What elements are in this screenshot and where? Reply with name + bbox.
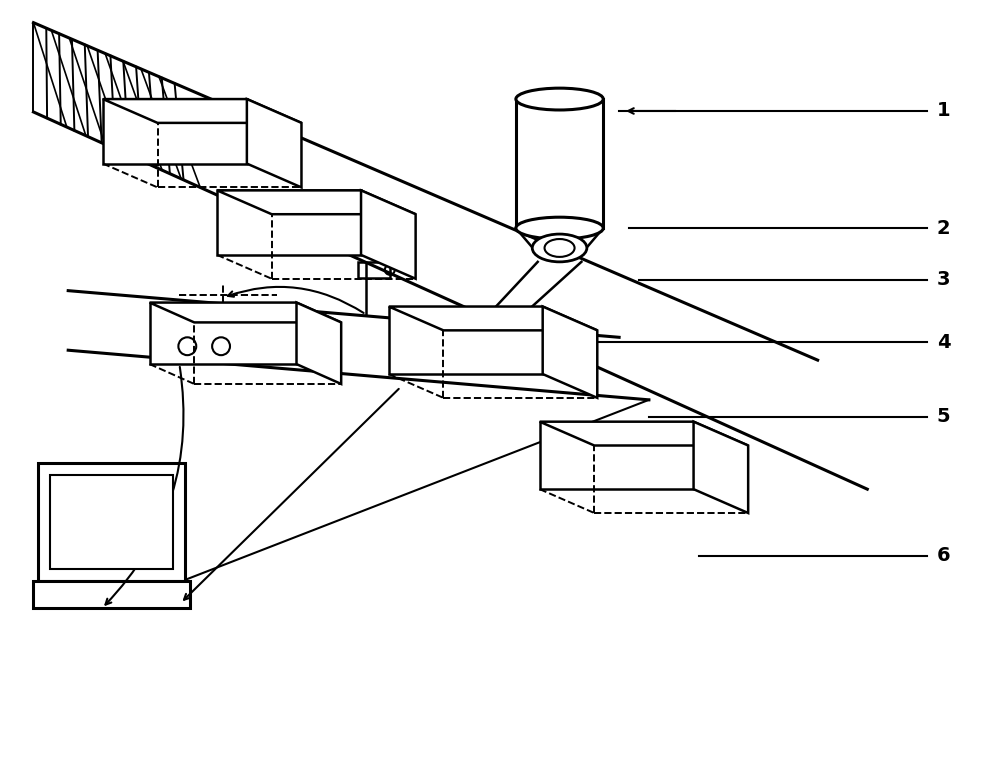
Bar <box>33 581 190 609</box>
Polygon shape <box>389 307 597 330</box>
Polygon shape <box>150 303 341 322</box>
Ellipse shape <box>545 239 575 257</box>
FancyBboxPatch shape <box>358 262 390 278</box>
Polygon shape <box>103 99 301 123</box>
Ellipse shape <box>516 217 603 239</box>
Polygon shape <box>389 307 543 374</box>
Polygon shape <box>694 422 748 513</box>
Text: 3: 3 <box>937 270 950 289</box>
Ellipse shape <box>532 234 587 262</box>
Bar <box>50 475 173 569</box>
Polygon shape <box>361 191 416 279</box>
Polygon shape <box>543 307 597 398</box>
Polygon shape <box>217 191 361 255</box>
Bar <box>38 463 185 581</box>
Polygon shape <box>540 422 748 446</box>
Ellipse shape <box>516 88 603 110</box>
Polygon shape <box>247 99 301 188</box>
Polygon shape <box>103 99 247 164</box>
Polygon shape <box>150 303 297 364</box>
Polygon shape <box>217 191 416 214</box>
Text: 2: 2 <box>937 219 950 238</box>
Polygon shape <box>540 422 694 489</box>
Text: 5: 5 <box>937 407 950 426</box>
Polygon shape <box>297 303 341 384</box>
Text: 6: 6 <box>937 547 950 565</box>
Text: 4: 4 <box>937 333 950 352</box>
Text: 1: 1 <box>937 101 950 120</box>
